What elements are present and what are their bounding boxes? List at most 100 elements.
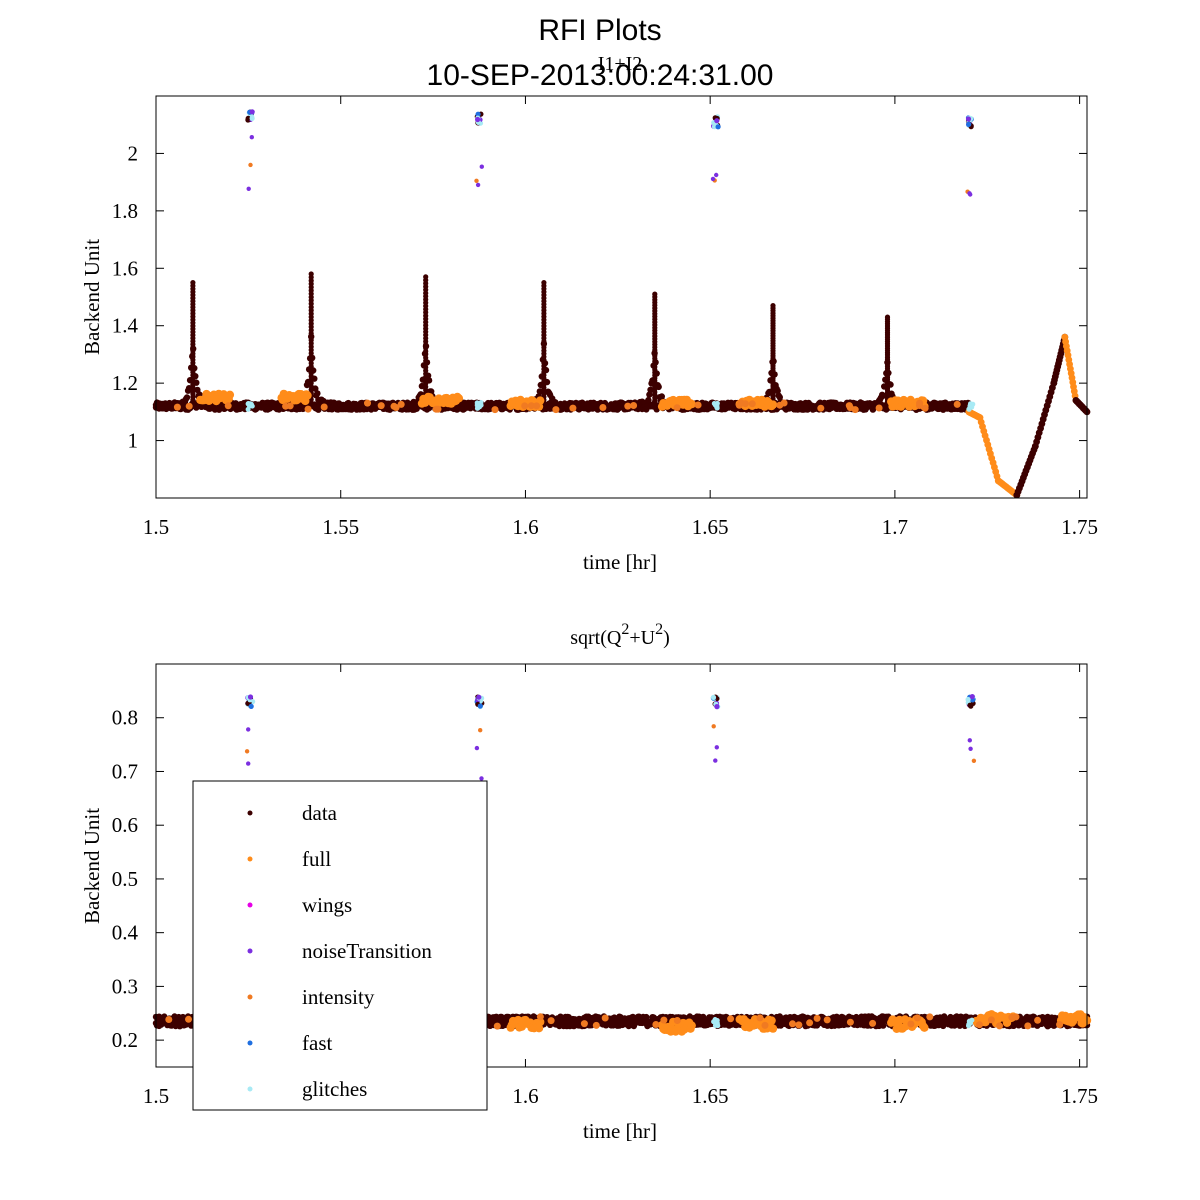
bottom-outlier-point (967, 738, 972, 743)
bottom-outlier-point (246, 727, 251, 732)
figure-title-line2: 10-SEP-2013:00:24:31.00 (427, 59, 774, 92)
top-intensity-point (491, 406, 499, 414)
bottom-ytick-label: 0.2 (112, 1028, 138, 1052)
legend-marker-full (247, 856, 253, 862)
legend-marker-glitches (247, 1086, 253, 1092)
top-outlier-point (248, 162, 253, 168)
legend-label-full: full (302, 847, 331, 871)
top-outlier-point (967, 191, 972, 196)
top-spike-point (884, 314, 891, 320)
top-ytick-label: 2 (128, 141, 139, 165)
bottom-full-point (536, 1017, 545, 1027)
top-plot-title: I1+I2 (598, 53, 643, 75)
bottom-outlier-point (246, 761, 251, 766)
bottom-title-base: sqrt(Q (570, 627, 622, 649)
top-plot-marks (152, 109, 1091, 499)
bottom-intensity-point (1008, 1013, 1016, 1021)
top-spike-point (541, 280, 547, 286)
top-glitch-point (714, 405, 720, 411)
legend-marker-intensity (247, 994, 253, 1000)
top-data-point (536, 388, 543, 395)
bottom-intensity-point (975, 1021, 983, 1029)
bottom-full-point (768, 1024, 778, 1033)
bottom-ytick-label: 0.3 (112, 974, 138, 998)
top-intensity-point (817, 404, 825, 412)
top-intensity-point (921, 404, 929, 412)
bottom-intensity-point (727, 1015, 735, 1023)
bottom-intensity-point (1024, 1022, 1032, 1030)
bottom-plot-ylabel: Backend Unit (80, 808, 104, 924)
legend-entries: data full wings noiseTransition intensity fas… (247, 801, 432, 1101)
top-glitch-point (711, 401, 717, 406)
bottom-intensity-point (1056, 1021, 1064, 1029)
top-noise-point (966, 121, 972, 127)
bottom-xtick-label: 1.6 (512, 1084, 538, 1108)
top-plot-ticks: 1.5 1.55 1.6 1.65 1.7 1.75 1 1.2 1.4 1.6 1.8 2 (112, 96, 1098, 539)
bottom-intensity-point (592, 1021, 600, 1029)
top-intensity-point (392, 404, 400, 411)
top-intensity-point (737, 399, 745, 407)
legend-marker-wings (247, 902, 253, 908)
legend-label-data: data (302, 801, 338, 825)
legend: data full wings noiseTransition intensity fas… (192, 780, 488, 1111)
bottom-intensity-point (806, 1019, 814, 1027)
top-intensity-point (624, 402, 632, 410)
top-intensity-point (364, 399, 371, 407)
legend-label-glitches: glitches (302, 1077, 367, 1101)
bottom-outlier-point (244, 749, 250, 754)
top-ytick-label: 1.6 (112, 256, 138, 280)
bottom-ytick-label: 0.4 (112, 921, 139, 945)
top-outlier-point (479, 164, 484, 169)
bottom-xtick-label: 1.65 (692, 1084, 729, 1108)
bottom-outlier-point (713, 758, 718, 763)
top-ytick-label: 1 (128, 429, 139, 453)
top-ytick-label: 1.2 (112, 371, 138, 395)
bottom-intensity-point (673, 1017, 681, 1024)
top-data-point (646, 391, 653, 398)
bottom-outlier-point (714, 745, 719, 750)
top-noise-point (714, 118, 720, 124)
top-glitch-point (247, 401, 253, 407)
bottom-full-point (767, 1016, 776, 1025)
top-intensity-point (521, 402, 529, 410)
top-intensity-point (569, 404, 577, 412)
bottom-outlier-point (474, 745, 480, 751)
bottom-intensity-point (601, 1014, 609, 1022)
top-xtick-label: 1.7 (882, 515, 908, 539)
bottom-outlier-point (711, 724, 716, 729)
legend-marker-fast (247, 1040, 253, 1046)
bottom-ytick-label: 0.7 (112, 759, 138, 783)
bottom-intensity-point (795, 1021, 803, 1029)
top-ytick-label: 1.4 (112, 314, 139, 338)
top-intensity-point (694, 401, 702, 409)
top-intensity-point (776, 401, 784, 409)
top-intensity-point (527, 402, 535, 410)
legend-marker-data (247, 810, 253, 816)
top-spike-point (423, 274, 429, 280)
top-glitch-point (966, 406, 972, 412)
top-full-point (303, 391, 312, 400)
bottom-glitch-point (714, 1018, 720, 1023)
bottom-intensity-point (756, 1014, 764, 1022)
bottom-intensity-point (761, 1021, 769, 1029)
legend-label-noiseTransition: noiseTransition (302, 939, 432, 963)
top-noise-point (475, 116, 481, 123)
top-xtick-label: 1.65 (692, 515, 729, 539)
bottom-title-sup2: 2 (655, 621, 663, 638)
top-intensity-point (846, 404, 854, 412)
bottom-intensity-point (1034, 1016, 1042, 1024)
top-data-point (183, 394, 191, 401)
top-xtick-label: 1.6 (512, 515, 538, 539)
legend-label-fast: fast (302, 1031, 332, 1055)
top-outlier-point (249, 135, 254, 140)
top-plot-xlabel: time [hr] (583, 550, 657, 574)
top-outlier-point (714, 172, 719, 178)
top-outlier-point (710, 176, 716, 182)
top-intensity-point (630, 402, 638, 409)
top-intensity-point (185, 402, 193, 410)
figure-title-line1: RFI Plots (538, 14, 661, 47)
bottom-noise-point (967, 702, 973, 708)
bottom-noise-point (247, 694, 254, 700)
top-intensity-point (224, 402, 232, 410)
